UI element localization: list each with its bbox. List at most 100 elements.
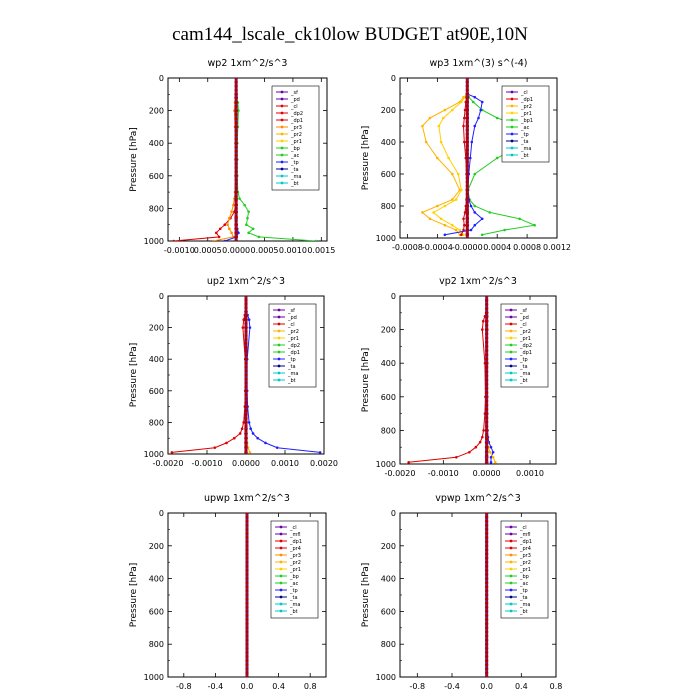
panel-title: vpwp 1xm^2/s^3 — [435, 493, 521, 504]
legend-marker — [277, 322, 281, 326]
budget-point — [245, 523, 249, 527]
budget-point — [485, 302, 489, 306]
legend-marker — [510, 104, 514, 108]
legend-label: _dp2 — [519, 343, 532, 349]
budget-point — [245, 581, 249, 585]
budget-point — [234, 182, 238, 186]
y-tick-label: 600 — [381, 393, 396, 402]
legend-marker — [277, 329, 281, 333]
budget-point — [244, 314, 248, 318]
budget-point — [485, 626, 489, 630]
series-point — [257, 235, 261, 239]
panel-title: upwp 1xm^2/s^3 — [204, 493, 290, 504]
budget-point — [244, 345, 248, 349]
series-point — [473, 211, 477, 214]
series-point — [488, 211, 492, 214]
budget-point — [485, 663, 489, 667]
legend-label: _dp1 — [519, 350, 532, 356]
budget-point — [244, 329, 248, 334]
x-tick-label: -0.8 — [176, 682, 192, 691]
budget-point — [245, 540, 249, 544]
budget-point — [245, 577, 249, 581]
series-point — [230, 210, 233, 213]
legend-label: _ta — [520, 139, 529, 145]
budget-point — [485, 531, 489, 536]
budget-point — [485, 613, 489, 618]
y-tick-label: 400 — [149, 139, 164, 148]
budget-point — [244, 377, 248, 381]
x-tick-label: 0.8 — [550, 682, 563, 691]
budget-point — [485, 568, 489, 573]
legend-label: _cl — [290, 104, 298, 110]
legend-label: _dp1 — [519, 539, 532, 545]
legend-marker — [509, 602, 513, 606]
budget-point — [234, 145, 238, 149]
legend-label: _ac — [289, 581, 299, 587]
legend: _sf_pd_cl_dp2_dp1_pr3_pr2_pr1_bp_ac_tp_t… — [271, 85, 320, 191]
budget-point — [465, 164, 469, 168]
budget-point — [245, 548, 249, 552]
budget-point — [245, 572, 249, 577]
budget-point — [244, 318, 248, 322]
series-point — [223, 223, 227, 226]
legend-marker — [509, 595, 513, 599]
series-point — [460, 233, 463, 237]
legend-label: _mfl — [289, 532, 301, 538]
budget-point — [485, 445, 489, 449]
legend-box — [271, 85, 320, 191]
y-tick-label: 0 — [159, 292, 164, 301]
legend-label: _pr4 — [289, 546, 301, 552]
budget-point — [485, 298, 489, 302]
budget-point — [465, 128, 469, 132]
budget-point — [485, 618, 489, 622]
y-tick-label: 400 — [381, 575, 396, 584]
chart-panel-3: up2 1xm^2/s^3 Pressure [hPa] 0 200 400 600 800… — [129, 276, 338, 468]
budget-point — [485, 353, 489, 357]
budget-point — [245, 589, 249, 593]
series-point — [439, 217, 443, 221]
budget-point — [234, 210, 238, 215]
x-tick-label: 0.0005 — [251, 246, 279, 255]
y-tick-label: 400 — [381, 138, 396, 147]
budget-point — [234, 157, 238, 162]
series-point — [248, 326, 252, 329]
legend-marker — [510, 153, 514, 157]
budget-point — [485, 399, 489, 403]
x-tick-label: 0.4 — [272, 682, 285, 691]
budget-point — [485, 357, 489, 361]
budget-point — [485, 374, 489, 378]
budget-point — [244, 397, 248, 401]
budget-point — [485, 332, 489, 336]
budget-point — [485, 523, 489, 527]
budget-point — [245, 667, 249, 671]
series-point — [462, 223, 466, 227]
series-point — [473, 95, 477, 99]
series-point — [489, 455, 493, 459]
series-point — [480, 217, 484, 221]
legend-label: _cl — [287, 322, 295, 328]
budget-point — [485, 654, 489, 659]
series-point — [443, 233, 447, 237]
budget-point — [234, 137, 238, 141]
series-line-dp1 — [408, 312, 488, 463]
y-tick-label: 0 — [159, 74, 164, 83]
budget-point — [245, 634, 249, 638]
budget-point — [245, 536, 249, 540]
budget-point — [244, 365, 248, 369]
series-point — [247, 421, 251, 424]
legend-marker — [277, 378, 281, 382]
y-tick-label: 800 — [381, 426, 396, 435]
budget-point — [245, 671, 249, 675]
legend-label: _ma — [289, 602, 300, 608]
series-point — [518, 217, 521, 221]
series-point — [480, 233, 484, 237]
series-point — [458, 228, 462, 232]
budget-point — [245, 513, 249, 515]
budget-point — [485, 416, 489, 420]
series-point — [246, 216, 249, 220]
budget-point — [234, 92, 238, 96]
legend-label: _bt — [519, 609, 528, 615]
budget-point — [485, 344, 489, 348]
budget-point — [245, 675, 249, 677]
legend-marker — [510, 125, 514, 129]
